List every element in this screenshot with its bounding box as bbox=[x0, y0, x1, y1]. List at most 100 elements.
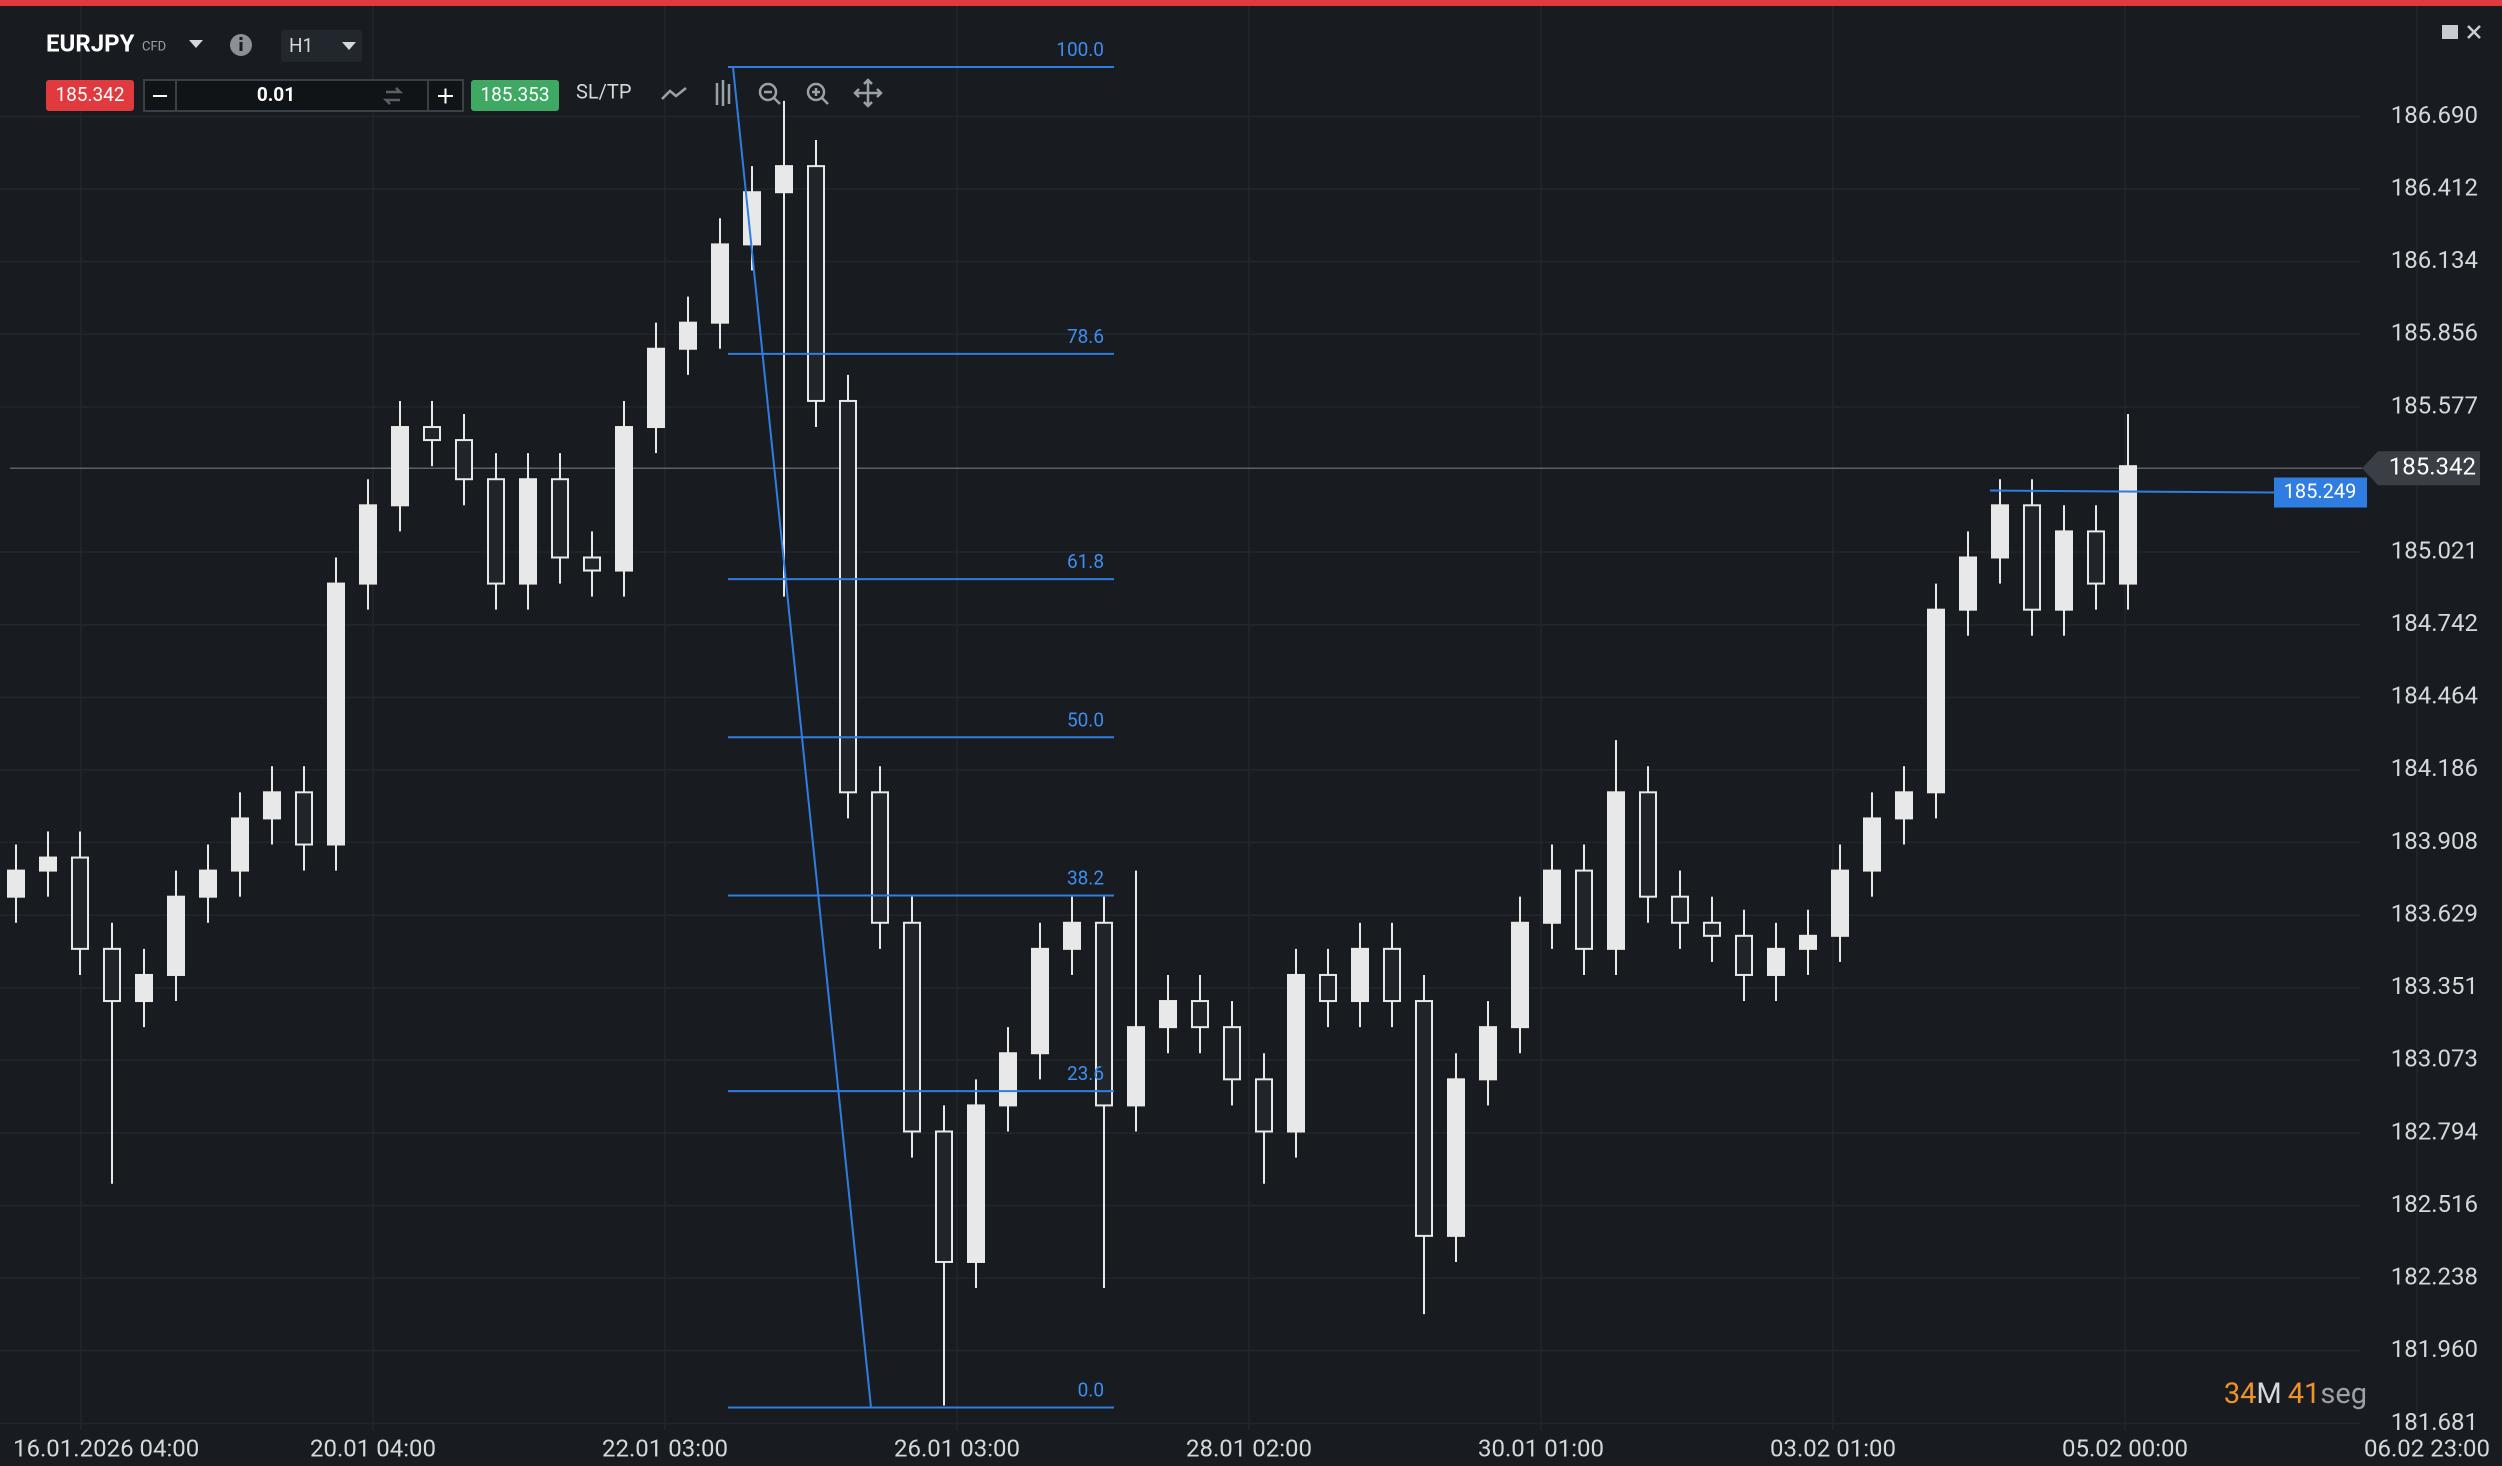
candle-body bbox=[1223, 1026, 1241, 1081]
y-tick-label: 182.516 bbox=[2391, 1190, 2478, 1218]
candle-body bbox=[679, 321, 697, 350]
candle-body bbox=[167, 895, 185, 976]
fib-label: 78.6 bbox=[1067, 325, 1104, 348]
bid-price: 185.342 bbox=[55, 83, 124, 106]
candle-body bbox=[775, 165, 793, 194]
candle-body bbox=[359, 504, 377, 585]
y-tick-label: 184.464 bbox=[2391, 682, 2478, 710]
x-tick-label: 22.01 03:00 bbox=[602, 1434, 728, 1462]
candle-body bbox=[1767, 947, 1785, 976]
zoom-out-glyph bbox=[764, 90, 781, 105]
price-tag bbox=[2362, 451, 2480, 486]
candle-body bbox=[327, 582, 345, 846]
y-tick-label: 186.412 bbox=[2391, 173, 2478, 201]
candle-body bbox=[295, 791, 313, 846]
timeframe-select[interactable] bbox=[281, 30, 362, 62]
x-tick-label: 28.01 02:00 bbox=[1186, 1434, 1312, 1462]
candle-body bbox=[1479, 1026, 1497, 1081]
candle-body bbox=[263, 791, 281, 820]
price-label: 185.342 bbox=[2389, 453, 2476, 481]
candle-body bbox=[71, 856, 89, 950]
candle-body bbox=[423, 426, 441, 442]
candle-body bbox=[1575, 869, 1593, 950]
symbol[interactable]: EURJPY bbox=[46, 29, 135, 57]
y-tick-label: 183.629 bbox=[2391, 900, 2478, 928]
order-line bbox=[1989, 489, 2275, 494]
candle-body bbox=[1735, 934, 1753, 976]
instrument-type: CFD bbox=[142, 39, 166, 54]
x-tick-label: 20.01 04:00 bbox=[310, 1434, 436, 1462]
y-tick-label: 186.690 bbox=[2391, 101, 2478, 129]
candle-body bbox=[1895, 791, 1913, 820]
candle-body bbox=[231, 817, 249, 872]
candle-body bbox=[1319, 973, 1337, 1003]
fib-label: 61.8 bbox=[1067, 550, 1104, 573]
candle-body bbox=[711, 243, 729, 324]
buy-button[interactable] bbox=[471, 80, 559, 111]
symbol-dropdown[interactable] bbox=[189, 40, 203, 48]
line-chart-icon[interactable] bbox=[661, 87, 687, 100]
x-tick-label: 05.02 00:00 bbox=[2062, 1434, 2188, 1462]
candle-body bbox=[2119, 465, 2137, 585]
candle-body bbox=[2055, 530, 2073, 611]
sltp-button[interactable]: SL/TP bbox=[576, 79, 631, 103]
plus-glyph bbox=[438, 88, 453, 104]
timeframe: H1 bbox=[289, 34, 313, 57]
sell-button[interactable] bbox=[46, 80, 134, 111]
zoom-out-icon[interactable] bbox=[758, 82, 778, 102]
y-tick-label: 185.577 bbox=[2391, 391, 2478, 419]
switch-icon[interactable] bbox=[382, 87, 404, 105]
candle-body bbox=[1639, 791, 1657, 898]
x-tick-label: 03.02 01:00 bbox=[1770, 1434, 1896, 1462]
y-tick-label: 184.742 bbox=[2391, 609, 2478, 637]
top-bar bbox=[0, 0, 2502, 6]
timeframe-dropdown bbox=[342, 42, 356, 50]
candle-body bbox=[1991, 504, 2009, 559]
y-tick-label: 182.238 bbox=[2391, 1262, 2478, 1290]
candle-body bbox=[1383, 947, 1401, 1003]
candle-body bbox=[7, 869, 25, 898]
close-button[interactable] bbox=[2467, 25, 2481, 39]
candle-body bbox=[519, 478, 537, 585]
timer: 34M 41seg bbox=[2224, 1377, 2367, 1411]
x-tick-label: 06.02 23:00 bbox=[2364, 1434, 2490, 1462]
zoom-in-glyph bbox=[812, 88, 829, 105]
candle-body bbox=[1607, 791, 1625, 950]
candle-body bbox=[583, 556, 601, 572]
y-tick-label: 183.073 bbox=[2391, 1045, 2478, 1073]
candle-body bbox=[1959, 556, 1977, 611]
fib-label: 38.2 bbox=[1067, 866, 1104, 889]
candle-body bbox=[2023, 504, 2041, 611]
maximize-button[interactable] bbox=[2442, 25, 2458, 39]
fib-label: 23.6 bbox=[1067, 1062, 1104, 1085]
candle-body bbox=[647, 347, 665, 429]
candle-body bbox=[487, 478, 505, 585]
candle-body bbox=[871, 791, 889, 924]
order-label: 185.249 bbox=[2284, 479, 2357, 503]
candle-body bbox=[1287, 973, 1305, 1133]
candle-body bbox=[1031, 947, 1049, 1055]
candle-body bbox=[1799, 934, 1817, 950]
candle-body bbox=[551, 478, 569, 559]
x-tick-label: 30.01 01:00 bbox=[1478, 1434, 1604, 1462]
timer-minutes-unit: M bbox=[2256, 1377, 2281, 1411]
info-glyph bbox=[239, 42, 243, 51]
y-tick-label: 183.908 bbox=[2391, 827, 2478, 855]
zoom-in-icon[interactable] bbox=[806, 82, 826, 102]
candle-body bbox=[1927, 608, 1945, 794]
candle-body bbox=[1703, 921, 1721, 937]
candle-body bbox=[1447, 1078, 1465, 1237]
lot-input[interactable] bbox=[175, 79, 429, 112]
candle-chart-icon[interactable] bbox=[715, 80, 731, 106]
plot: 186.690 186.412 186.134 185.856 185.577 185.0… bbox=[7, 38, 2490, 1462]
candle-body bbox=[903, 921, 921, 1133]
pan-icon[interactable] bbox=[853, 78, 883, 108]
y-tick-label: 181.960 bbox=[2391, 1335, 2478, 1363]
order-tag bbox=[2274, 477, 2367, 508]
candle-body bbox=[455, 439, 473, 481]
candle-body bbox=[999, 1052, 1017, 1107]
candle-body bbox=[1831, 869, 1849, 937]
timer-seconds-unit: seg bbox=[2320, 1377, 2367, 1411]
